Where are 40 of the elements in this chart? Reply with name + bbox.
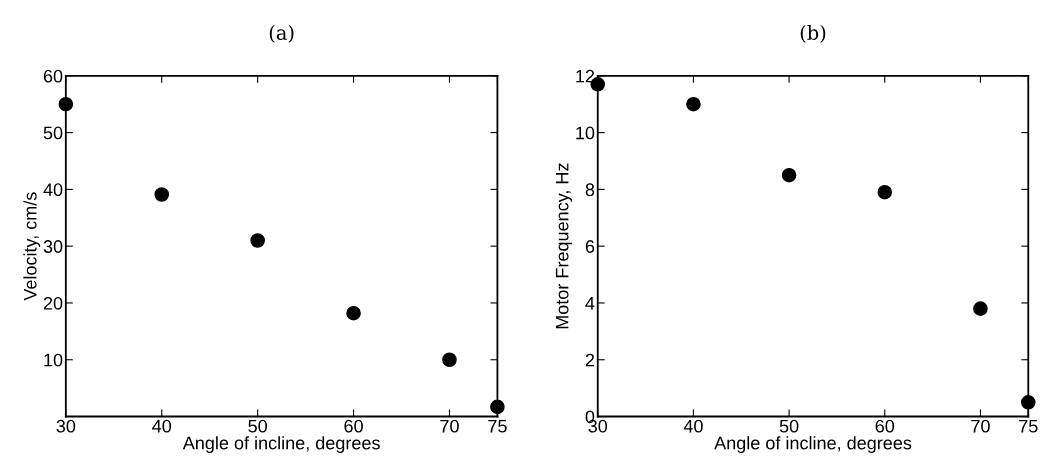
- point: [686, 96, 701, 112]
- point: [1020, 395, 1036, 410]
- y-tick-label: 30: [43, 240, 63, 253]
- x-tick-label: 70: [971, 419, 990, 433]
- point: [973, 301, 988, 316]
- chart-title: (a): [269, 24, 294, 43]
- y-tick-label: 6: [585, 240, 595, 253]
- x-tick-label: 30: [56, 419, 76, 433]
- y-tick-label: 60: [43, 69, 63, 83]
- point: [58, 96, 74, 112]
- y-tick-label: 12: [576, 69, 595, 83]
- x-tick-label: 70: [440, 419, 459, 433]
- x-tick-label: 40: [683, 419, 703, 433]
- y-tick-label: 50: [43, 126, 63, 140]
- point: [154, 187, 170, 202]
- y-tick-label: 10: [576, 126, 595, 140]
- y-tick-label: 4: [585, 297, 595, 310]
- point: [490, 399, 505, 415]
- x-tick-label: 75: [488, 419, 507, 433]
- x-tick-label: 40: [152, 419, 172, 433]
- y-tick-label: 8: [585, 183, 595, 197]
- point: [442, 352, 457, 368]
- point: [250, 233, 265, 248]
- y-axis-title: Velocity, cm/s: [23, 192, 41, 301]
- x-tick-label: 75: [1019, 419, 1038, 433]
- point: [346, 305, 361, 321]
- y-tick-label: 2: [585, 353, 595, 367]
- x-tick-label: 60: [875, 419, 895, 433]
- x-tick-label: 50: [779, 419, 799, 433]
- x-axis-title: Angle of incline, degrees: [182, 436, 380, 453]
- y-tick-label: 40: [43, 183, 63, 197]
- x-tick-label: 60: [344, 419, 363, 433]
- y-axis-title: Motor Frequency, Hz: [555, 163, 573, 329]
- x-tick-label: 50: [248, 419, 267, 433]
- chart-title: (b): [800, 24, 826, 43]
- y-tick-label: 10: [44, 353, 63, 367]
- y-tick-label: 20: [43, 296, 63, 310]
- point: [781, 167, 797, 183]
- x-axis-title: Angle of incline, degrees: [714, 436, 912, 453]
- point: [877, 184, 893, 200]
